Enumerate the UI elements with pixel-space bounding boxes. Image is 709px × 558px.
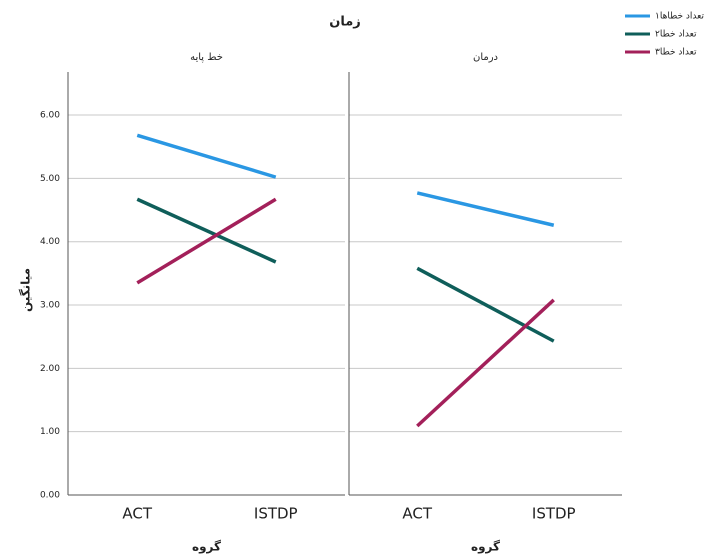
y-tick-label: 1.00 — [40, 427, 60, 437]
x-tick-label: ACT — [122, 505, 152, 523]
series-line — [136, 197, 277, 285]
x-tick-label: ISTDP — [532, 505, 576, 523]
y-tick-label: 3.00 — [40, 301, 60, 311]
legend-label: تعداد خطا۲ — [655, 30, 697, 40]
x-axis-label: گروه — [471, 540, 500, 555]
series-line — [136, 197, 277, 264]
legend-label: تعداد خطاها۱ — [655, 12, 704, 22]
series-line — [416, 191, 555, 227]
x-tick-label: ACT — [402, 505, 432, 523]
series-line — [416, 266, 555, 343]
y-tick-label: 4.00 — [40, 237, 60, 247]
y-tick-label: 6.00 — [40, 111, 60, 121]
x-tick-label: ISTDP — [254, 505, 298, 523]
y-tick-label: 0.00 — [40, 491, 60, 501]
y-axis-label: میانگین — [19, 268, 33, 312]
y-tick-label: 2.00 — [40, 364, 60, 374]
panel-title: درمان — [473, 52, 498, 63]
chart-title: زمان — [329, 15, 361, 30]
series-line — [416, 298, 555, 428]
legend-label: تعداد خطا۳ — [655, 48, 697, 58]
y-tick-label: 5.00 — [40, 174, 60, 184]
x-axis-label: گروه — [192, 540, 221, 555]
series-line — [136, 133, 277, 179]
panel-title: خط پایه — [190, 52, 223, 63]
